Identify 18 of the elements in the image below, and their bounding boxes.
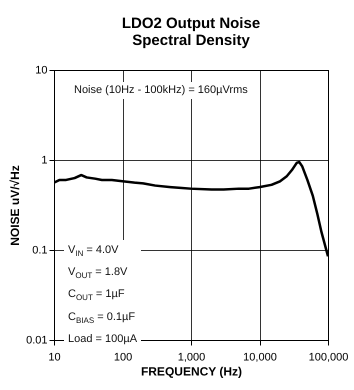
x-tick-label: 10,000	[243, 352, 277, 364]
annotation: V$_{OUT}$ = 1.8V	[68, 266, 128, 280]
y-tick-label: 0.1	[32, 244, 48, 256]
y-tick-label: 0.01	[26, 334, 48, 346]
x-tick-label: 10	[48, 352, 61, 364]
annotation: C$_{OUT}$ = 1µF	[68, 288, 125, 303]
x-tick-label: 100,000	[308, 352, 348, 364]
x-tick-label: 1,000	[178, 352, 206, 364]
y-tick-label: 10	[35, 64, 48, 76]
annotation: V$_{IN}$ = 4.0V	[68, 244, 119, 258]
annotation: Load = 100µA	[68, 332, 138, 345]
annotation: C$_{BIAS}$ = 0.1µF	[68, 310, 136, 325]
chart-title: LDO2 Output Noise Spectral Density	[122, 15, 260, 49]
annotation: Noise (10Hz - 100kHz) = 160µVrms	[70, 82, 252, 99]
x-axis-title: FREQUENCY (Hz)	[140, 364, 242, 378]
x-tick-label: 100	[114, 352, 132, 364]
y-tick-label: 1	[41, 154, 48, 166]
y-axis-title: NOISE uV/√Hz	[8, 165, 22, 246]
